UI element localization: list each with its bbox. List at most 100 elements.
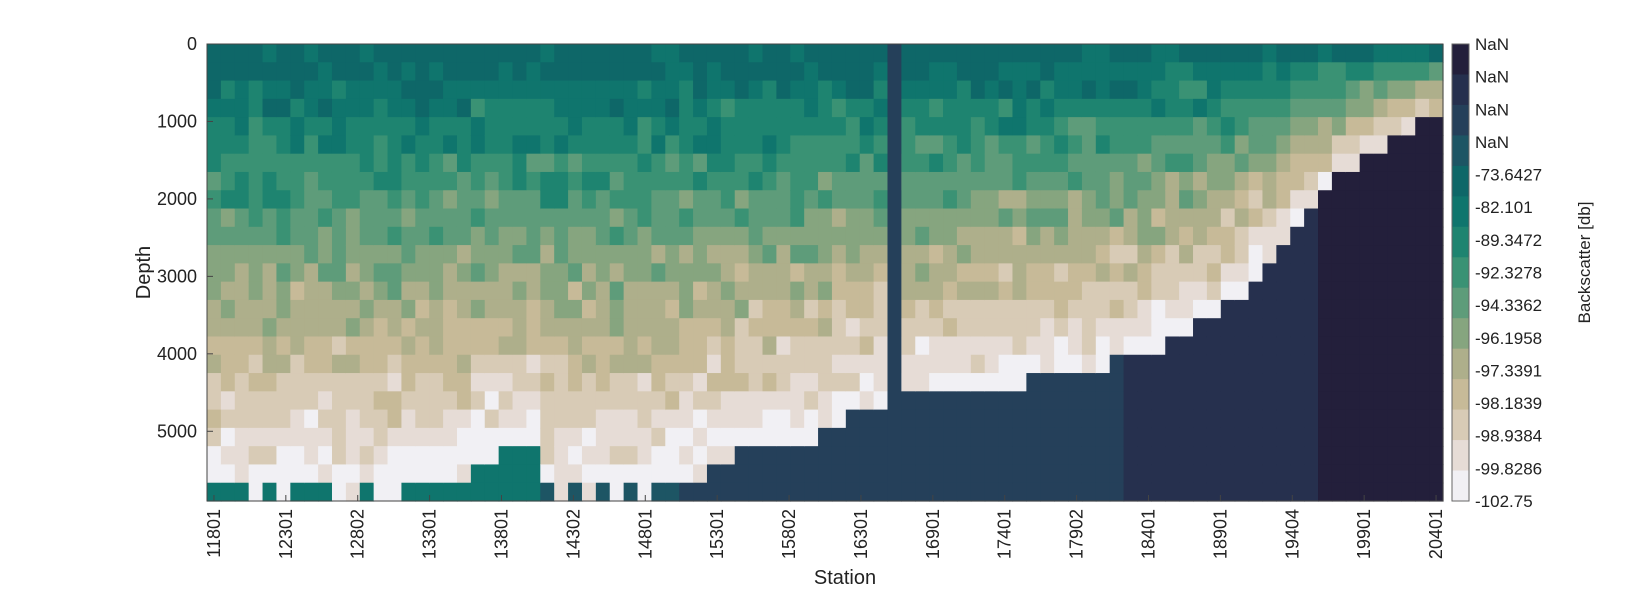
heatmap-cell xyxy=(470,245,486,264)
heatmap-cell xyxy=(831,226,847,246)
heatmap-cell xyxy=(1193,318,1208,338)
heatmap-cell xyxy=(748,391,764,411)
heatmap-cell xyxy=(1359,391,1375,411)
heatmap-cell xyxy=(484,464,500,484)
heatmap-cell xyxy=(873,409,889,429)
heatmap-cell xyxy=(956,446,972,466)
heatmap-cell xyxy=(331,446,347,466)
heatmap-cell xyxy=(623,318,639,338)
colorbar-tick-label: -89.3472 xyxy=(1475,231,1542,250)
heatmap-cell xyxy=(859,44,875,63)
heatmap-cell xyxy=(1179,464,1194,484)
heatmap-cell xyxy=(234,153,250,173)
heatmap-cell xyxy=(568,299,583,319)
heatmap-cell xyxy=(1429,446,1444,466)
y-tick-label: 0 xyxy=(187,34,197,54)
heatmap-cell xyxy=(470,281,486,301)
heatmap-cell xyxy=(345,62,361,82)
heatmap-cell xyxy=(373,336,389,356)
heatmap-cell xyxy=(1165,98,1180,118)
heatmap-cell xyxy=(679,482,694,502)
heatmap-cell xyxy=(359,98,375,118)
heatmap-cell xyxy=(845,245,861,264)
heatmap-cell xyxy=(1415,171,1430,191)
heatmap-cell xyxy=(1206,409,1222,429)
heatmap-cell xyxy=(943,336,958,356)
heatmap-cell xyxy=(331,62,347,82)
heatmap-cell xyxy=(1262,190,1277,210)
heatmap-cell xyxy=(1276,117,1291,136)
heatmap-cell xyxy=(1206,135,1222,155)
heatmap-cell xyxy=(901,245,916,264)
heatmap-cell xyxy=(1081,153,1097,173)
heatmap-cell xyxy=(554,409,569,429)
heatmap-cell xyxy=(1248,336,1264,356)
heatmap-cell xyxy=(1220,44,1236,63)
heatmap-cell xyxy=(1054,482,1069,502)
heatmap-cell xyxy=(1095,171,1111,191)
heatmap-cell xyxy=(1304,409,1319,429)
heatmap-cell xyxy=(984,446,1000,466)
heatmap-cell xyxy=(498,373,514,392)
heatmap-cell xyxy=(1276,427,1291,447)
heatmap-cell xyxy=(998,171,1014,191)
colorbar-label: Backscatter [db] xyxy=(1575,202,1594,324)
heatmap-cell xyxy=(1206,299,1222,319)
heatmap-cell xyxy=(609,190,625,210)
heatmap-cell xyxy=(470,336,486,356)
heatmap-cell xyxy=(1165,153,1180,173)
heatmap-cell xyxy=(1318,171,1333,191)
heatmap-cell xyxy=(1193,117,1208,136)
heatmap-cell xyxy=(984,373,1000,392)
heatmap-cell xyxy=(568,153,583,173)
heatmap-cell xyxy=(1206,208,1222,228)
heatmap-cell xyxy=(207,171,222,191)
heatmap-cell xyxy=(318,427,333,447)
heatmap-cell xyxy=(1220,208,1236,228)
heatmap-cell xyxy=(748,318,764,338)
heatmap-cell xyxy=(1151,409,1166,429)
heatmap-cell xyxy=(776,98,791,118)
colorbar-swatch xyxy=(1452,379,1469,411)
heatmap-cell xyxy=(1234,245,1250,264)
heatmap-cell xyxy=(262,153,278,173)
heatmap-cell xyxy=(345,464,361,484)
heatmap-cell xyxy=(609,98,625,118)
heatmap-cell xyxy=(290,464,305,484)
heatmap-cell xyxy=(331,391,347,411)
heatmap-cell xyxy=(1415,281,1430,301)
heatmap-cell xyxy=(1081,208,1097,228)
heatmap-cell xyxy=(679,299,694,319)
heatmap-cell xyxy=(554,208,569,228)
heatmap-cell xyxy=(1373,299,1389,319)
heatmap-cell xyxy=(859,62,875,82)
heatmap-cell xyxy=(1068,373,1083,392)
heatmap-cell xyxy=(1373,354,1389,374)
heatmap-cell xyxy=(318,153,333,173)
heatmap-cell xyxy=(873,80,889,100)
heatmap-cell xyxy=(373,44,389,63)
heatmap-cell xyxy=(1345,226,1361,246)
heatmap-cell xyxy=(1206,245,1222,264)
heatmap-cell xyxy=(1109,336,1125,356)
heatmap-cell xyxy=(1026,409,1041,429)
heatmap-cell xyxy=(1026,373,1041,392)
heatmap-cell xyxy=(734,98,750,118)
heatmap-cell xyxy=(1415,245,1430,264)
heatmap-cell xyxy=(220,373,236,392)
heatmap-cell xyxy=(456,44,472,63)
heatmap-cell xyxy=(1262,44,1277,63)
heatmap-cell xyxy=(1304,391,1319,411)
heatmap-cell xyxy=(1415,482,1430,502)
heatmap-cell xyxy=(1290,336,1305,356)
heatmap-cell xyxy=(220,62,236,82)
heatmap-cell xyxy=(1415,427,1430,447)
heatmap-cell xyxy=(804,427,819,447)
heatmap-cell xyxy=(637,98,653,118)
heatmap-cell xyxy=(1095,62,1111,82)
heatmap-cell xyxy=(1318,299,1333,319)
heatmap-cell xyxy=(1359,245,1375,264)
heatmap-cell xyxy=(581,409,597,429)
heatmap-cell xyxy=(651,482,666,502)
heatmap-cell xyxy=(373,281,389,301)
